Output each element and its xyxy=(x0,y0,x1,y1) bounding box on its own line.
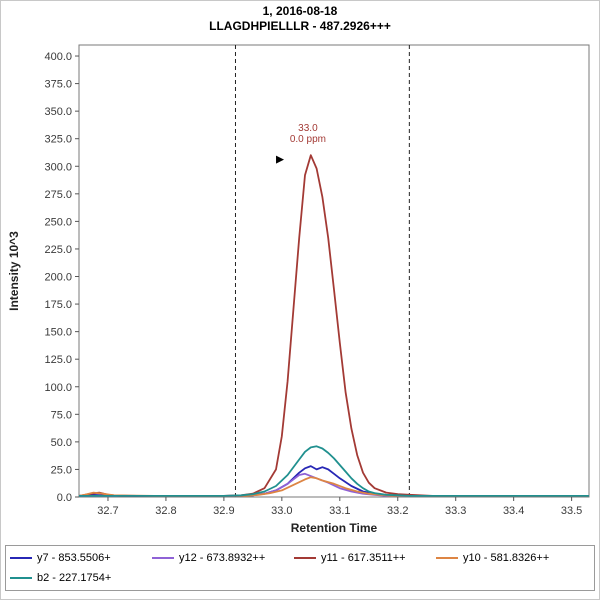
transition-legend: y7 - 853.5506+ y12 - 673.8932++ y11 - 617.… xyxy=(5,545,595,591)
peak-apex-marker-icon xyxy=(276,155,285,164)
y-tick-label: 175.0 xyxy=(44,299,72,311)
legend-line-swatch-y12 xyxy=(152,557,174,559)
x-tick-label: 33.4 xyxy=(503,505,524,517)
legend-label-y10: y10 - 581.8326++ xyxy=(463,552,550,564)
legend-label-y11: y11 - 617.3511++ xyxy=(321,552,406,564)
chromatogram-plot[interactable]: 0.0 25.0 50.0 75.0 100.0 125.0 150.0 175.0 200.0… xyxy=(1,35,599,543)
y-tick-label: 250.0 xyxy=(44,216,72,228)
y-tick-label: 200.0 xyxy=(44,272,72,284)
plot-border xyxy=(78,44,590,498)
legend-line-swatch-y7 xyxy=(10,557,32,559)
x-tick-label: 32.9 xyxy=(213,505,234,517)
y-tick-label: 25.0 xyxy=(51,464,72,476)
y-tick-label: 150.0 xyxy=(44,327,72,339)
y-tick-label: 400.0 xyxy=(44,51,72,63)
peak-ppm-annotation: 0.0 ppm xyxy=(290,134,326,145)
y-tick-label: 375.0 xyxy=(44,79,72,91)
legend-label-y12: y12 - 673.8932++ xyxy=(179,552,266,564)
legend-item-y11: y11 - 617.3511++ xyxy=(294,548,436,568)
legend-label-y7: y7 - 853.5506+ xyxy=(37,552,111,564)
y-axis-title: Intensity 10^3 xyxy=(7,231,21,311)
x-tick-label: 33.0 xyxy=(271,505,292,517)
x-axis-title: Retention Time xyxy=(291,521,378,535)
legend-line-swatch-y11 xyxy=(294,557,316,559)
x-tick-label: 32.7 xyxy=(97,505,118,517)
y-tick-label: 325.0 xyxy=(44,134,72,146)
chart-titles: 1, 2016-08-18 LLAGDHPIELLLR - 487.2926++… xyxy=(1,1,599,35)
legend-item-y10: y10 - 581.8326++ xyxy=(436,548,578,568)
x-tick-label: 33.3 xyxy=(445,505,466,517)
legend-line-swatch-b2 xyxy=(10,577,32,579)
replicate-title: 1, 2016-08-18 xyxy=(262,4,338,18)
legend-item-y12: y12 - 673.8932++ xyxy=(152,548,294,568)
y-tick-label: 275.0 xyxy=(44,189,72,201)
y-tick-label: 225.0 xyxy=(44,244,72,256)
y-tick-label: 0.0 xyxy=(57,492,72,504)
x-tick-label: 33.5 xyxy=(561,505,582,517)
peak-rt-annotation[interactable]: 33.0 xyxy=(298,123,318,134)
y-tick-label: 75.0 xyxy=(51,409,72,421)
y-tick-label: 50.0 xyxy=(51,437,72,449)
legend-item-b2: b2 - 227.1754+ xyxy=(10,568,152,588)
legend-line-swatch-y10 xyxy=(436,557,458,559)
legend-label-b2: b2 - 227.1754+ xyxy=(37,572,112,584)
x-tick-label: 32.8 xyxy=(155,505,176,517)
y-tick-label: 125.0 xyxy=(44,354,72,366)
legend-item-y7: y7 - 853.5506+ xyxy=(10,548,152,568)
peptide-title: LLAGDHPIELLLR - 487.2926+++ xyxy=(209,19,391,33)
x-tick-label: 33.2 xyxy=(387,505,408,517)
y-tick-label: 100.0 xyxy=(44,382,72,394)
series-b2 xyxy=(79,445,589,497)
x-tick-label: 33.1 xyxy=(329,505,350,517)
y-tick-label: 350.0 xyxy=(44,106,72,118)
y-tick-label: 300.0 xyxy=(44,161,72,173)
